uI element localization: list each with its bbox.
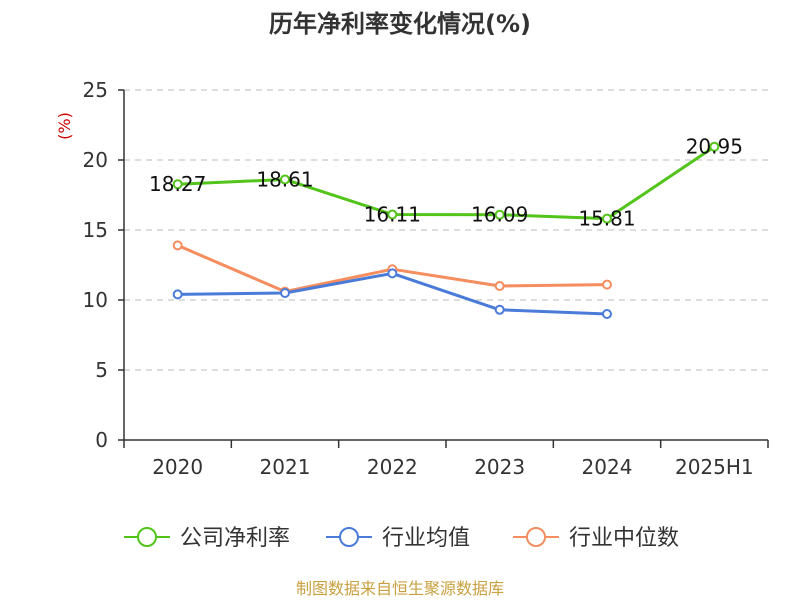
- legend-item-industry_avg: 行业均值: [326, 526, 470, 551]
- y-tick-label-10: 10: [83, 288, 108, 312]
- y-tick-label-0: 0: [95, 428, 108, 452]
- legend: 公司净利率 行业均值 行业中位数: [124, 526, 679, 551]
- x-tick-label-2024: 2024: [582, 455, 633, 479]
- point-industry_avg-2024: [602, 309, 612, 319]
- legend-label-industry_avg: 行业均值: [382, 526, 470, 551]
- data-label-company-2024: 15.81: [578, 207, 635, 231]
- legend-label-industry_median: 行业中位数: [569, 526, 679, 551]
- point-company-2025H1: [709, 141, 720, 152]
- data-label-company-2021: 18.61: [256, 167, 313, 191]
- point-company-2020: [172, 179, 183, 190]
- series-line-company: [177, 145, 716, 221]
- point-industry_avg-2022: [387, 268, 398, 279]
- point-industry_median-2024: [602, 279, 612, 290]
- point-company-2023: [494, 209, 505, 220]
- y-tick-label-25: 25: [83, 78, 108, 102]
- series-company: [172, 141, 720, 224]
- y-axis-unit-label: (%): [55, 112, 74, 140]
- y-tick-label-15: 15: [83, 218, 108, 242]
- x-tick-label-2021: 2021: [260, 455, 311, 479]
- point-industry_avg-2021: [280, 288, 290, 298]
- x-tick-label-2023: 2023: [474, 455, 525, 479]
- legend-item-industry_median: 行业中位数: [513, 526, 679, 551]
- series-industry_avg: [172, 268, 612, 319]
- y-tick-label-5: 5: [95, 358, 108, 382]
- point-company-2022: [387, 209, 398, 220]
- data-label-company-2025H1: 20.95: [686, 135, 743, 159]
- point-industry_avg-2023: [494, 304, 505, 315]
- y-tick-label-20: 20: [83, 148, 108, 172]
- point-industry_avg-2020: [172, 289, 183, 300]
- legend-label-company: 公司净利率: [180, 526, 290, 551]
- data-label-company-2020: 18.27: [149, 172, 206, 196]
- legend-marker-industry_median: [526, 527, 546, 547]
- axes: 0 5 10 15 20 25 2020 2021 2022 2023 2024 2025H1: [83, 78, 769, 479]
- data-label-company-2023: 16.09: [471, 203, 528, 227]
- point-company-2024: [602, 213, 612, 224]
- chart-title: 历年净利率变化情况(%): [269, 10, 531, 38]
- source-note: 制图数据来自恒生聚源数据库: [296, 579, 504, 598]
- legend-marker-company: [137, 527, 157, 547]
- data-label-company-2022: 16.11: [364, 202, 421, 226]
- legend-marker-industry_avg: [339, 527, 359, 547]
- point-company-2021: [280, 174, 290, 185]
- gridlines: [124, 89, 768, 371]
- point-industry_median-2023: [494, 281, 505, 291]
- legend-item-company: 公司净利率: [124, 526, 290, 551]
- point-industry_median-2020: [172, 240, 183, 251]
- series-lines: [172, 141, 720, 319]
- data-labels: 18.27 18.61 16.11 16.09 15.81 20.95: [149, 135, 743, 231]
- x-tick-label-2022: 2022: [367, 455, 418, 479]
- series-line-industry_avg: [177, 271, 608, 316]
- x-tick-label-2020: 2020: [152, 455, 203, 479]
- x-tick-label-2025H1: 2025H1: [675, 455, 754, 479]
